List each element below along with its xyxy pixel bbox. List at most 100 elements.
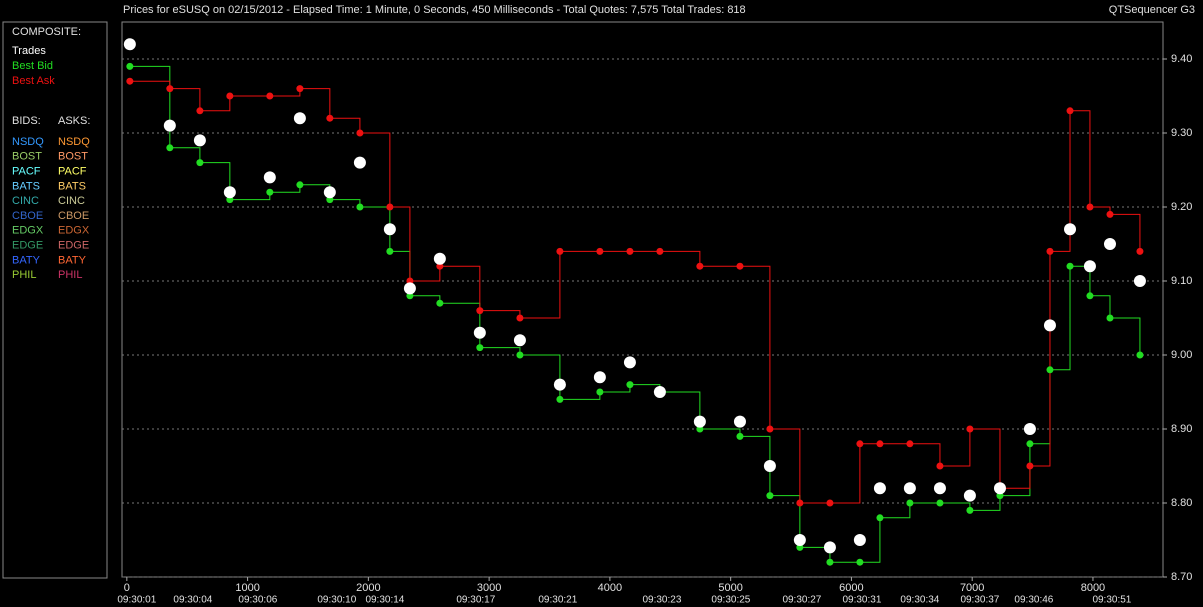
time-tick-label: 09:30:34: [900, 595, 939, 606]
bid-venue: CBOE: [12, 210, 43, 222]
bid-venue: PHIL: [12, 269, 36, 281]
point: [293, 112, 306, 125]
point: [736, 262, 744, 270]
x-tick-label: 5000: [718, 582, 742, 594]
point: [166, 85, 174, 93]
y-tick-label: 9.40: [1171, 53, 1192, 65]
point: [766, 425, 774, 433]
point: [263, 171, 276, 184]
point: [853, 534, 866, 546]
point: [556, 395, 564, 403]
ask-venue: EDGX: [58, 225, 90, 237]
ask-venue: CINC: [58, 195, 85, 207]
ask-venue: PHIL: [58, 269, 82, 281]
point: [163, 119, 176, 132]
y-tick-label: 9.10: [1171, 275, 1192, 287]
point: [736, 432, 744, 440]
time-tick-label: 09:30:14: [365, 595, 404, 606]
series-line: [129, 80, 1141, 504]
x-tick-label: 2000: [356, 582, 380, 594]
point: [1026, 462, 1034, 470]
bid-venue: NSDQ: [12, 136, 44, 148]
x-tick-label: 8000: [1081, 582, 1105, 594]
time-tick-label: 09:30:23: [642, 595, 681, 606]
point: [796, 499, 804, 507]
legend-entry: Best Bid: [12, 60, 53, 72]
point: [196, 107, 204, 115]
point: [476, 307, 484, 315]
point: [826, 499, 834, 507]
point: [386, 203, 394, 211]
time-tick-label: 09:30:25: [711, 595, 750, 606]
point: [653, 386, 666, 398]
point: [596, 247, 604, 255]
bid-venue: PACF: [12, 166, 41, 178]
y-tick-label: 9.20: [1171, 201, 1192, 213]
x-tick-label: 1000: [235, 582, 259, 594]
point: [1106, 210, 1114, 218]
point: [876, 514, 884, 522]
point: [383, 223, 396, 236]
point: [733, 415, 746, 428]
point: [403, 282, 416, 295]
point: [223, 186, 236, 199]
point: [873, 482, 886, 495]
point: [1043, 319, 1056, 332]
point: [166, 144, 174, 152]
point: [473, 326, 486, 339]
time-tick-label: 09:30:21: [538, 595, 577, 606]
x-tick-label: 7000: [960, 582, 984, 594]
legend-entry: Trades: [12, 45, 46, 57]
point: [623, 356, 636, 369]
point: [1106, 314, 1114, 322]
point: [1046, 366, 1054, 374]
bid-venue: BATY: [12, 254, 41, 266]
point: [123, 38, 136, 51]
chart-title: Prices for eSUSQ on 02/15/2012 - Elapsed…: [123, 4, 746, 16]
bid-venue: BATS: [12, 180, 40, 192]
composite-label: COMPOSITE:: [12, 26, 81, 38]
point: [433, 252, 446, 265]
y-tick-label: 8.70: [1171, 571, 1192, 583]
point: [993, 482, 1006, 495]
point: [933, 482, 946, 495]
point: [326, 114, 334, 122]
ask-venue: PACF: [58, 166, 87, 178]
x-tick-label: 4000: [598, 582, 622, 594]
point: [693, 415, 706, 428]
point: [556, 247, 564, 255]
time-tick-label: 09:30:37: [960, 595, 999, 606]
asks-label: ASKS:: [58, 115, 90, 127]
point: [553, 378, 566, 391]
point: [513, 334, 526, 347]
ask-venue: BATS: [58, 180, 86, 192]
ask-venue: BOST: [58, 151, 88, 163]
time-tick-label: 09:30:46: [1014, 595, 1053, 606]
point: [126, 77, 134, 85]
legend-entry: Best Ask: [12, 75, 55, 87]
ask-venue: BATY: [58, 254, 87, 266]
point: [793, 534, 806, 546]
y-tick-label: 9.30: [1171, 127, 1192, 139]
x-tick-label: 6000: [839, 582, 863, 594]
point: [963, 489, 976, 502]
y-tick-label: 8.80: [1171, 497, 1192, 509]
time-tick-label: 09:30:31: [842, 595, 881, 606]
point: [1023, 423, 1036, 435]
legend-panel: [2, 21, 108, 579]
point: [386, 247, 394, 255]
point: [966, 506, 974, 514]
point: [1066, 107, 1074, 115]
bid-venue: EDGX: [12, 225, 44, 237]
bid-venue: CINC: [12, 195, 39, 207]
point: [626, 247, 634, 255]
ask-venue: CBOE: [58, 210, 89, 222]
point: [1136, 351, 1144, 359]
point: [906, 499, 914, 507]
time-tick-label: 09:30:27: [782, 595, 821, 606]
point: [906, 440, 914, 448]
point: [763, 460, 776, 472]
ask-venue: NSDQ: [58, 136, 90, 148]
point: [1064, 223, 1077, 236]
